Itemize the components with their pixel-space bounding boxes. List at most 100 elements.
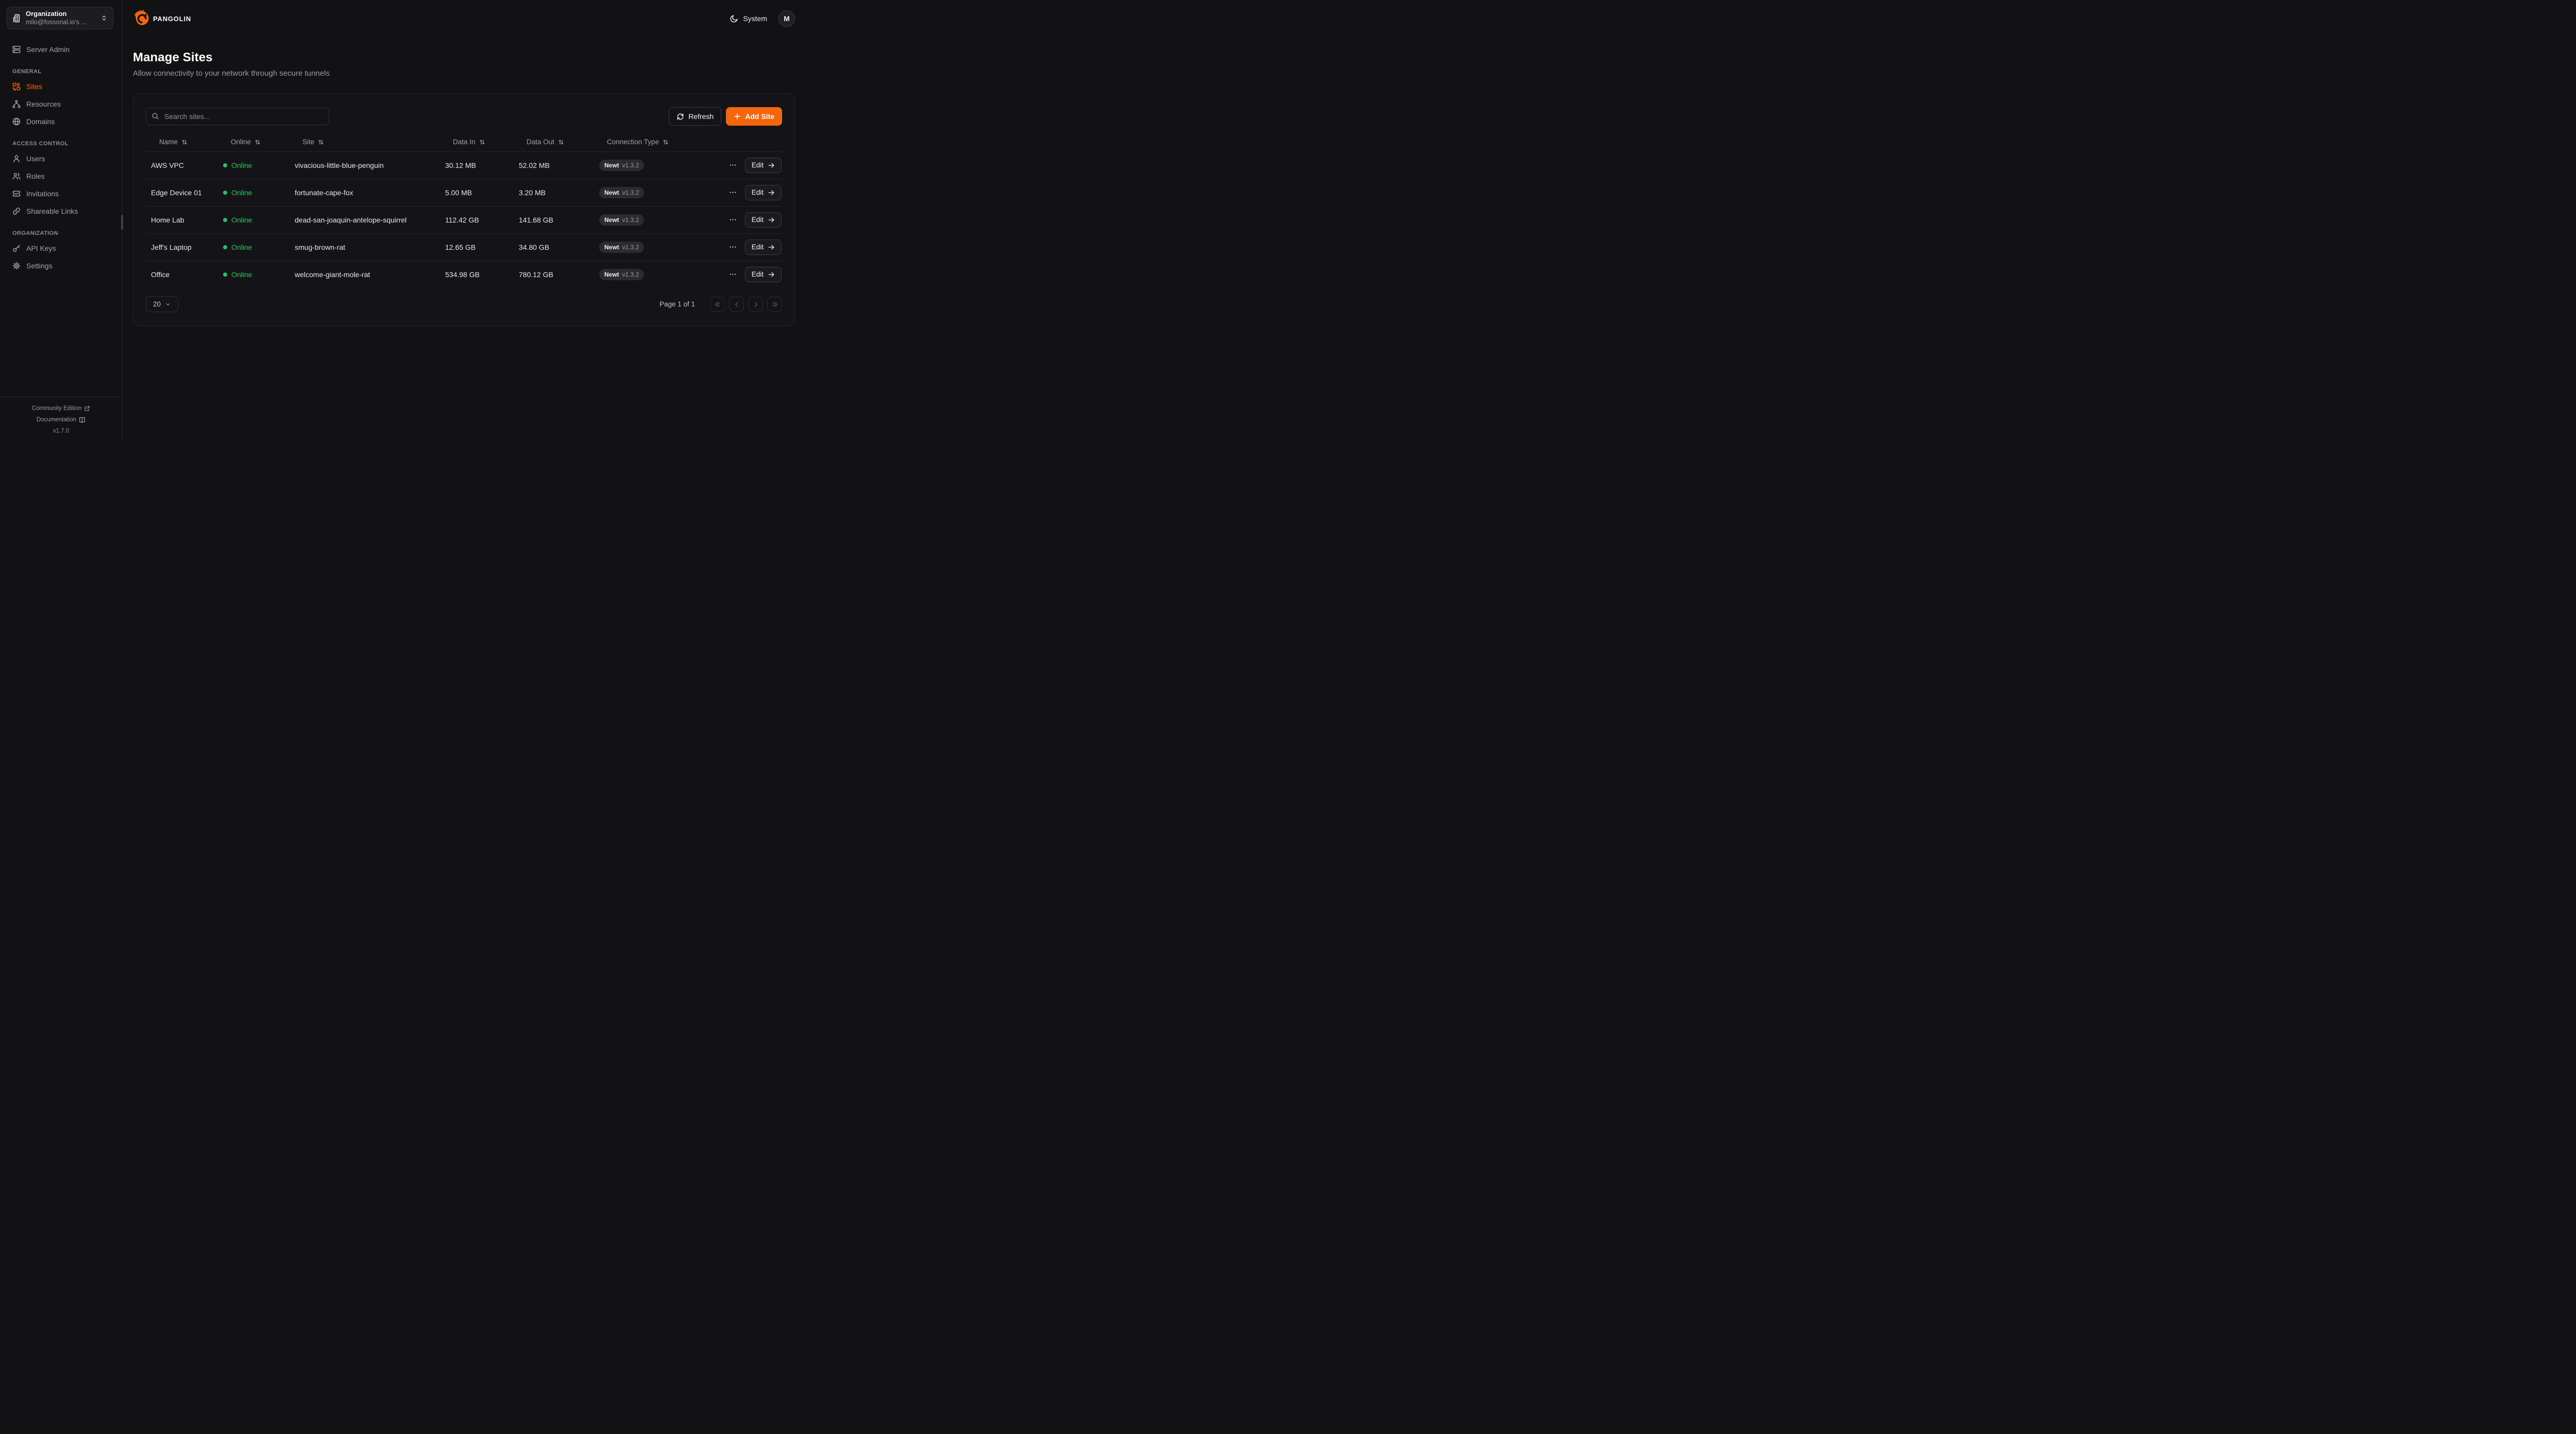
chevrons-right-icon xyxy=(772,301,777,307)
pagination: 20 Page 1 of 1 xyxy=(146,296,782,312)
online-dot-icon xyxy=(223,163,227,167)
refresh-button[interactable]: Refresh xyxy=(669,107,722,126)
next-page-button[interactable] xyxy=(748,297,763,312)
edit-button[interactable]: Edit xyxy=(744,266,782,282)
building-icon xyxy=(12,14,21,23)
page-size-select[interactable]: 20 xyxy=(146,296,178,312)
connection-type-badge: Newt v1.3.2 xyxy=(599,186,645,198)
section-label-organization: ORGANIZATION xyxy=(12,230,58,236)
ticket-check-icon xyxy=(12,190,21,198)
sort-header-online[interactable]: Online xyxy=(231,138,261,146)
community-edition-link[interactable]: Community Edition xyxy=(4,403,118,414)
add-site-button[interactable]: Add Site xyxy=(726,107,782,126)
ellipsis-icon xyxy=(730,246,736,248)
table-row[interactable]: Edge Device 01 Online fortunate-cape-fox… xyxy=(146,179,782,206)
sites-toolbar: Refresh Add Site xyxy=(146,107,782,126)
data-in: 112.42 GB xyxy=(445,215,479,224)
edit-button[interactable]: Edit xyxy=(744,212,782,228)
connection-type-badge: Newt v1.3.2 xyxy=(599,214,645,226)
sidebar-item-domains[interactable]: Domains xyxy=(7,113,115,130)
sort-header-connection-type[interactable]: Connection Type xyxy=(607,138,669,146)
site-name: Edge Device 01 xyxy=(151,188,202,197)
sort-header-site[interactable]: Site xyxy=(302,138,324,146)
users-icon xyxy=(12,172,21,180)
sidebar-item-label: Domains xyxy=(26,117,55,126)
org-switcher-value: milo@fossorial.io's ... xyxy=(26,18,87,26)
user-icon xyxy=(12,155,21,163)
sidebar-item-invitations[interactable]: Invitations xyxy=(7,185,115,202)
ellipsis-icon xyxy=(730,219,736,220)
last-page-button[interactable] xyxy=(767,297,782,312)
status-badge: Online xyxy=(223,189,290,197)
arrow-right-icon xyxy=(768,272,774,277)
sidebar-item-server-admin[interactable]: Server Admin xyxy=(7,41,115,58)
chevron-down-icon xyxy=(166,303,170,305)
search-input[interactable] xyxy=(146,108,329,125)
sidebar-item-resources[interactable]: Resources xyxy=(7,95,115,113)
table-row[interactable]: Home Lab Online dead-san-joaquin-antelop… xyxy=(146,206,782,233)
sidebar-item-label: Roles xyxy=(26,172,45,180)
link-icon xyxy=(12,207,21,215)
sort-icon xyxy=(255,140,260,145)
edit-button[interactable]: Edit xyxy=(744,157,782,173)
table-row[interactable]: AWS VPC Online vivacious-little-blue-pen… xyxy=(146,151,782,179)
site-slug: smug-brown-rat xyxy=(295,243,346,251)
page-subtitle: Allow connectivity to your network throu… xyxy=(133,69,330,78)
sidebar-item-label: Settings xyxy=(26,262,53,270)
sites-table: Name Online Site Data In Data Out Connec… xyxy=(146,133,782,288)
sidebar-item-users[interactable]: Users xyxy=(7,150,115,167)
key-icon xyxy=(12,244,21,252)
refresh-icon xyxy=(676,113,684,121)
site-slug: dead-san-joaquin-antelope-squirrel xyxy=(295,215,407,224)
row-menu-button[interactable] xyxy=(728,241,738,253)
row-menu-button[interactable] xyxy=(728,214,738,226)
status-badge: Online xyxy=(223,270,290,279)
sort-icon xyxy=(479,140,485,145)
sidebar-item-roles[interactable]: Roles xyxy=(7,167,115,185)
sort-header-data-out[interactable]: Data Out xyxy=(527,138,564,146)
chevron-right-icon xyxy=(754,301,757,307)
documentation-link[interactable]: Documentation xyxy=(4,414,118,425)
chevron-left-icon xyxy=(735,301,738,307)
sidebar-item-label: Users xyxy=(26,155,45,163)
first-page-button[interactable] xyxy=(710,297,725,312)
sidebar-item-label: Sites xyxy=(26,82,43,91)
sidebar-item-shareable-links[interactable]: Shareable Links xyxy=(7,202,115,220)
site-name: AWS VPC xyxy=(151,161,184,169)
org-switcher[interactable]: Organization milo@fossorial.io's ... xyxy=(7,7,113,29)
online-dot-icon xyxy=(223,245,227,249)
edit-button[interactable]: Edit xyxy=(744,184,782,200)
sidebar-item-sites[interactable]: Sites xyxy=(7,78,115,95)
server-icon xyxy=(12,45,21,54)
sidebar-item-api-keys[interactable]: API Keys xyxy=(7,240,115,257)
sidebar-item-label: Resources xyxy=(26,100,61,108)
sidebar-item-settings[interactable]: Settings xyxy=(7,257,115,275)
status-badge: Online xyxy=(223,161,290,169)
sort-header-data-in[interactable]: Data In xyxy=(453,138,485,146)
table-row[interactable]: Office Online welcome-giant-mole-rat 534… xyxy=(146,261,782,288)
globe-icon xyxy=(12,117,21,126)
moon-icon xyxy=(730,14,738,23)
site-name: Jeff's Laptop xyxy=(151,243,192,251)
edit-button[interactable]: Edit xyxy=(744,239,782,255)
chevrons-left-icon xyxy=(715,301,720,307)
row-menu-button[interactable] xyxy=(728,159,738,171)
theme-toggle-button[interactable]: System xyxy=(730,14,767,23)
page-title: Manage Sites xyxy=(133,50,213,64)
pangolin-logo-icon xyxy=(133,9,151,28)
data-out: 34.80 GB xyxy=(519,243,550,251)
sidebar-resize-handle[interactable] xyxy=(121,215,123,230)
table-row[interactable]: Jeff's Laptop Online smug-brown-rat 12.6… xyxy=(146,233,782,261)
connection-type-badge: Newt v1.3.2 xyxy=(599,241,645,253)
sort-header-name[interactable]: Name xyxy=(159,138,188,146)
avatar[interactable]: M xyxy=(778,10,795,27)
data-in: 30.12 MB xyxy=(445,161,476,169)
row-menu-button[interactable] xyxy=(728,186,738,198)
sort-icon xyxy=(182,140,187,145)
row-menu-button[interactable] xyxy=(728,268,738,280)
data-out: 780.12 GB xyxy=(519,270,553,279)
external-link-icon xyxy=(84,405,90,412)
ellipsis-icon xyxy=(730,164,736,166)
data-in: 5.00 MB xyxy=(445,188,472,197)
previous-page-button[interactable] xyxy=(729,297,744,312)
